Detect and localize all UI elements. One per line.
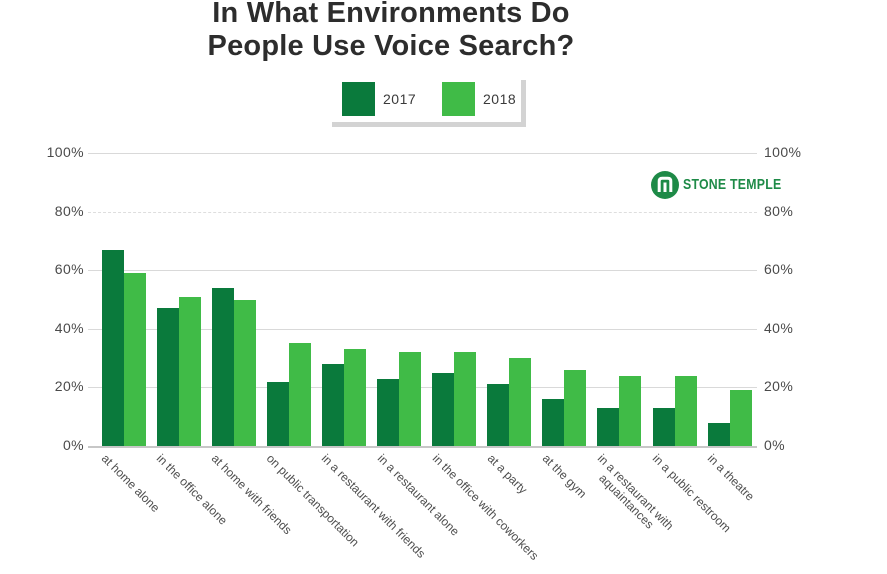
bar-2018-5 bbox=[343, 349, 366, 446]
x-axis-label-5: in a restaurant with friends bbox=[319, 451, 429, 561]
y-tick-right-40: 40% bbox=[764, 319, 794, 336]
x-axis-label-8: at a party bbox=[484, 451, 530, 497]
y-tick-right-80: 80% bbox=[764, 202, 794, 219]
x-axis-label-9: at the gym bbox=[539, 451, 590, 501]
legend-swatch-2017 bbox=[342, 82, 375, 116]
bar-2018-3 bbox=[233, 299, 256, 446]
gridline-60 bbox=[88, 270, 757, 272]
x-axis-label-7: in the office with coworkers bbox=[429, 451, 542, 563]
bar-2018-12 bbox=[729, 390, 752, 446]
y-tick-right-60: 60% bbox=[764, 261, 794, 278]
bar-2017-10 bbox=[597, 407, 620, 446]
gridline-0 bbox=[88, 446, 757, 448]
bar-2018-2 bbox=[178, 296, 201, 446]
y-tick-left-80: 80% bbox=[54, 202, 84, 219]
bar-2017-7 bbox=[432, 372, 455, 446]
legend-item-2017: 2017 bbox=[342, 80, 416, 118]
x-axis-label-1: at home alone bbox=[98, 451, 163, 515]
legend-swatch-2018 bbox=[442, 82, 475, 116]
gridline-80 bbox=[88, 211, 757, 213]
y-tick-right-0: 0% bbox=[764, 437, 786, 453]
bar-2017-3 bbox=[211, 287, 234, 446]
bar-2017-4 bbox=[266, 381, 289, 446]
chart-title-line1: In What Environments Do bbox=[212, 0, 570, 29]
bar-2018-1 bbox=[123, 273, 146, 446]
chart-title: In What Environments Do People Use Voice… bbox=[0, 0, 782, 63]
gridline-100 bbox=[88, 153, 757, 154]
legend: 2017 2018 bbox=[332, 80, 526, 127]
stone-temple-icon bbox=[651, 171, 679, 199]
legend-label-2017: 2017 bbox=[383, 91, 417, 107]
bar-2018-11 bbox=[674, 375, 697, 446]
gridline-20 bbox=[88, 387, 757, 389]
y-tick-left-0: 0% bbox=[62, 437, 84, 453]
bar-2018-8 bbox=[509, 358, 532, 446]
y-tick-left-100: 100% bbox=[46, 144, 84, 160]
bar-2018-4 bbox=[288, 343, 311, 446]
bar-2017-2 bbox=[156, 308, 179, 446]
y-tick-left-20: 20% bbox=[54, 378, 84, 395]
y-tick-right-100: 100% bbox=[764, 144, 802, 160]
bar-2017-1 bbox=[101, 249, 124, 446]
bar-2017-9 bbox=[542, 399, 565, 446]
legend-item-2018: 2018 bbox=[442, 80, 516, 118]
bar-2017-6 bbox=[377, 378, 399, 446]
bar-2017-8 bbox=[487, 384, 510, 446]
bar-2017-5 bbox=[321, 363, 344, 446]
bar-2018-7 bbox=[454, 352, 477, 446]
y-tick-left-40: 40% bbox=[54, 319, 84, 336]
bar-2018-9 bbox=[564, 369, 587, 446]
gridline-40 bbox=[88, 328, 757, 330]
bar-2017-12 bbox=[707, 422, 730, 446]
y-tick-left-60: 60% bbox=[54, 261, 84, 278]
chart-title-line2: People Use Voice Search? bbox=[207, 30, 575, 62]
stone-temple-logo: STONE TEMPLE bbox=[650, 170, 781, 202]
bar-2017-11 bbox=[652, 407, 675, 446]
bar-2018-10 bbox=[619, 375, 642, 446]
x-axis-label-4: on public transportation bbox=[264, 451, 363, 550]
legend-label-2018: 2018 bbox=[483, 91, 517, 107]
stone-temple-wordmark: STONE TEMPLE bbox=[683, 176, 782, 193]
bar-2018-6 bbox=[399, 352, 421, 446]
x-axis-label-12: in a theatre bbox=[704, 451, 758, 504]
y-tick-right-20: 20% bbox=[764, 378, 794, 395]
